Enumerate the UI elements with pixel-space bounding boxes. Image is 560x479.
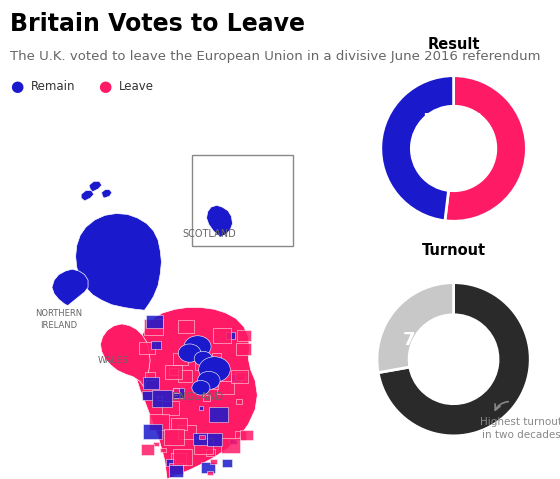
Circle shape bbox=[194, 351, 212, 366]
Bar bbox=[172, 388, 184, 398]
Bar bbox=[169, 463, 183, 474]
Bar bbox=[195, 361, 206, 369]
Bar bbox=[212, 384, 218, 389]
Bar bbox=[209, 407, 228, 422]
Text: Britain Votes to Leave: Britain Votes to Leave bbox=[10, 12, 305, 36]
Polygon shape bbox=[81, 191, 94, 201]
Text: ●: ● bbox=[10, 79, 24, 94]
Bar bbox=[206, 449, 215, 456]
Text: ●: ● bbox=[98, 79, 111, 94]
Bar bbox=[153, 442, 158, 446]
Polygon shape bbox=[101, 190, 112, 198]
Bar bbox=[172, 449, 192, 465]
Bar bbox=[217, 381, 234, 394]
Bar bbox=[199, 434, 205, 439]
Bar bbox=[236, 431, 246, 440]
Text: SCOTLAND: SCOTLAND bbox=[182, 229, 236, 240]
Bar bbox=[236, 343, 250, 355]
Polygon shape bbox=[207, 205, 232, 237]
Bar bbox=[226, 331, 235, 339]
Bar bbox=[207, 470, 213, 476]
Wedge shape bbox=[377, 283, 454, 373]
Bar bbox=[237, 330, 251, 342]
Bar bbox=[169, 465, 183, 477]
Bar bbox=[139, 342, 155, 354]
Circle shape bbox=[199, 357, 230, 382]
Text: Highest turnout
in two decades: Highest turnout in two decades bbox=[480, 417, 560, 440]
Text: Leave: Leave bbox=[119, 80, 153, 93]
Text: Remain: Remain bbox=[31, 80, 75, 93]
Bar bbox=[143, 319, 164, 335]
Bar bbox=[171, 453, 186, 466]
Text: ENGLAND: ENGLAND bbox=[172, 392, 223, 402]
Bar bbox=[146, 315, 163, 328]
Bar bbox=[221, 438, 240, 453]
Bar bbox=[162, 401, 179, 415]
Bar bbox=[231, 374, 241, 382]
Bar bbox=[178, 425, 196, 439]
Bar bbox=[210, 458, 217, 464]
Bar bbox=[143, 376, 158, 389]
Bar bbox=[201, 462, 215, 473]
Bar bbox=[231, 370, 248, 384]
Text: NORTHERN
IRELAND: NORTHERN IRELAND bbox=[35, 309, 82, 330]
Polygon shape bbox=[76, 214, 161, 310]
Bar bbox=[190, 350, 198, 356]
Bar bbox=[150, 414, 169, 430]
Circle shape bbox=[184, 336, 211, 358]
Bar bbox=[172, 388, 179, 393]
Polygon shape bbox=[89, 182, 101, 192]
Bar bbox=[166, 459, 175, 466]
Bar bbox=[207, 433, 222, 446]
Bar bbox=[169, 368, 178, 376]
Bar bbox=[143, 423, 161, 439]
Wedge shape bbox=[381, 76, 454, 221]
Polygon shape bbox=[100, 324, 150, 388]
Bar bbox=[193, 433, 207, 445]
Text: WALES: WALES bbox=[97, 356, 128, 365]
Bar bbox=[145, 372, 155, 379]
Polygon shape bbox=[134, 308, 258, 479]
Bar bbox=[230, 438, 237, 445]
Circle shape bbox=[178, 344, 201, 362]
Bar bbox=[194, 438, 213, 454]
Title: Turnout: Turnout bbox=[422, 243, 486, 258]
Bar bbox=[142, 391, 153, 399]
Text: 51.9%: 51.9% bbox=[422, 112, 485, 130]
Bar bbox=[240, 431, 253, 440]
Bar bbox=[178, 320, 194, 333]
Bar bbox=[160, 448, 166, 453]
Bar bbox=[192, 155, 293, 246]
Text: The U.K. voted to leave the European Union in a divisive June 2016 referendum: The U.K. voted to leave the European Uni… bbox=[10, 50, 540, 63]
Bar bbox=[213, 328, 231, 343]
Wedge shape bbox=[445, 76, 526, 221]
Bar bbox=[151, 341, 161, 349]
Bar bbox=[203, 395, 211, 401]
Bar bbox=[207, 363, 212, 366]
Bar bbox=[212, 353, 221, 360]
Bar bbox=[152, 390, 172, 407]
Text: 72.2%: 72.2% bbox=[403, 331, 466, 349]
Bar bbox=[171, 418, 187, 431]
Polygon shape bbox=[52, 269, 88, 306]
Text: 48.1%: 48.1% bbox=[422, 167, 485, 185]
Bar bbox=[199, 406, 203, 410]
Circle shape bbox=[198, 371, 220, 389]
Bar bbox=[164, 429, 184, 445]
Bar bbox=[173, 353, 188, 365]
Bar bbox=[165, 365, 182, 379]
Bar bbox=[178, 370, 192, 382]
Bar bbox=[235, 372, 245, 380]
Bar bbox=[222, 459, 232, 467]
Title: Result: Result bbox=[427, 37, 480, 52]
Circle shape bbox=[192, 380, 210, 395]
Wedge shape bbox=[378, 283, 530, 436]
Bar bbox=[157, 396, 162, 399]
Bar bbox=[236, 399, 242, 404]
Bar bbox=[141, 444, 154, 455]
